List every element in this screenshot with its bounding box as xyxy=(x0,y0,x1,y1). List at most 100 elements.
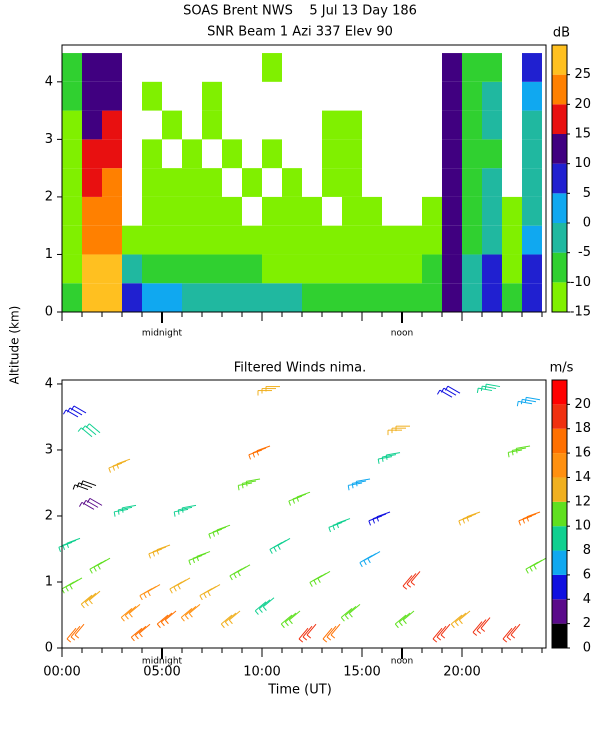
heat-cell xyxy=(182,139,202,169)
wind-barb xyxy=(254,597,275,615)
wind-barb xyxy=(80,590,101,609)
colorbar-band xyxy=(552,501,567,527)
wind-barb xyxy=(298,623,317,643)
y-tick-label: 4 xyxy=(45,74,53,89)
wind-barb xyxy=(525,557,547,574)
heat-cell xyxy=(522,196,542,226)
wind-barb xyxy=(58,537,81,552)
colorbar-label: dB xyxy=(553,26,570,41)
colorbar-tick-label: -15 xyxy=(570,305,591,320)
heat-cell xyxy=(462,283,482,312)
heat-cell xyxy=(482,168,502,197)
colorbar-tick-label: 5 xyxy=(583,186,591,201)
heat-cell xyxy=(202,168,222,197)
heat-cell xyxy=(262,53,282,82)
colorbar-label: m/s xyxy=(550,361,574,376)
heat-cell xyxy=(142,81,162,111)
y-tick-label: 0 xyxy=(45,641,53,656)
heat-cell xyxy=(422,283,442,312)
colorbar-tick-label: 18 xyxy=(574,421,591,436)
heat-cell xyxy=(122,283,142,312)
colorbar-band xyxy=(552,104,567,134)
heat-cell xyxy=(522,53,542,82)
heat-cell xyxy=(302,283,322,312)
wind-barb xyxy=(78,497,103,510)
x-axis-label: Time (UT) xyxy=(267,683,332,698)
heat-cell xyxy=(342,283,362,312)
x-tick-label: 10:00 xyxy=(243,665,280,680)
heat-cell xyxy=(162,225,182,255)
heat-cell xyxy=(442,168,462,197)
heat-cell xyxy=(282,254,302,284)
heat-cell xyxy=(102,168,122,197)
x-tick-label: 20:00 xyxy=(443,665,480,680)
wind-barb xyxy=(432,623,451,643)
heat-cell xyxy=(402,254,422,284)
heat-cell xyxy=(62,81,82,111)
colorbar-band xyxy=(552,223,567,253)
colorbar-band xyxy=(552,428,567,454)
colorbar-band xyxy=(552,134,567,164)
heat-cell xyxy=(142,254,162,284)
wind-barb xyxy=(237,478,261,491)
heat-cell xyxy=(122,254,142,284)
heat-cell xyxy=(102,196,122,226)
colorbar-tick-label: 10 xyxy=(574,519,591,534)
heat-cell xyxy=(202,283,222,312)
wind-barb xyxy=(173,504,197,517)
heat-cell xyxy=(502,254,522,284)
colorbar-band xyxy=(552,282,567,312)
y-tick-label: 4 xyxy=(45,376,53,391)
y-tick-label: 1 xyxy=(45,574,53,589)
heat-cell xyxy=(282,168,302,197)
colorbar-tick-label: 0 xyxy=(583,216,591,231)
wind-barb xyxy=(359,551,381,568)
heat-cell xyxy=(162,283,182,312)
heat-cell xyxy=(102,81,122,111)
heat-cell xyxy=(522,225,542,255)
y-axis-label: Altitude (km) xyxy=(8,306,22,385)
wind-barb xyxy=(402,571,421,590)
heat-cell xyxy=(62,139,82,169)
wind-barb xyxy=(156,610,177,629)
heat-cell xyxy=(202,110,222,140)
annotation: noon xyxy=(391,657,413,667)
heat-cell xyxy=(182,225,202,255)
heat-cell xyxy=(322,254,342,284)
heat-cell xyxy=(462,196,482,226)
heat-cell xyxy=(282,225,302,255)
heat-cell xyxy=(102,139,122,169)
wind-barb xyxy=(458,511,481,526)
heat-cell xyxy=(82,225,102,255)
colorbar-tick-label: 20 xyxy=(574,97,591,112)
wind-barb xyxy=(72,480,97,491)
heat-cell xyxy=(322,168,342,197)
colorbar-band xyxy=(552,453,567,478)
heat-cell xyxy=(62,110,82,140)
colorbar-tick-label: 12 xyxy=(574,494,591,509)
heat-cell xyxy=(482,81,502,111)
colorbar-band xyxy=(552,74,567,105)
heat-cell xyxy=(462,81,482,111)
heat-cell xyxy=(442,225,462,255)
heat-cell xyxy=(222,139,242,169)
heat-cell xyxy=(242,254,262,284)
heat-cell xyxy=(302,196,322,226)
wind-barb xyxy=(309,570,331,587)
chart-title: Filtered Winds nima. xyxy=(234,361,366,376)
heat-cell xyxy=(162,196,182,226)
heat-cell xyxy=(442,254,462,284)
wind-barb xyxy=(89,557,111,574)
plot-frame xyxy=(61,44,547,313)
y-tick-label: 0 xyxy=(45,305,53,320)
heat-cell xyxy=(322,139,342,169)
heat-cell xyxy=(362,196,382,226)
heat-cell xyxy=(82,110,102,140)
heat-cell xyxy=(422,254,442,284)
colorbar-tick-label: 10 xyxy=(574,156,591,171)
heat-cell xyxy=(482,110,502,140)
wind-barb xyxy=(476,383,501,394)
heat-cell xyxy=(502,196,522,226)
wind-barb xyxy=(188,551,211,566)
